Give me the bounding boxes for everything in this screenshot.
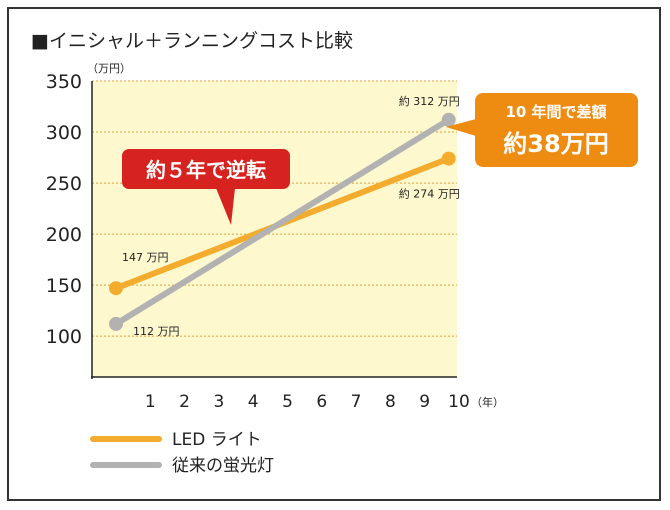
data-point-led: [441, 151, 456, 166]
data-label: 112 万円: [133, 325, 180, 338]
legend-label-fluorescent: 従来の蛍光灯: [172, 456, 274, 476]
x-tick-label: 2: [179, 392, 190, 412]
callout-box: [122, 149, 290, 189]
x-tick-label: 3: [213, 392, 224, 412]
callout-text: 10 年間で差額: [505, 103, 606, 121]
y-tick-label: 350: [46, 71, 82, 93]
y-tick-label: 250: [46, 173, 82, 195]
chart-frame: ■イニシャル＋ランニングコスト比較 （万円） 100 150 200 250 300 35…: [7, 7, 661, 501]
callout-text: 約５年で逆転: [146, 158, 266, 182]
x-tick-label: 10: [448, 392, 470, 412]
data-label: 147 万円: [122, 251, 169, 264]
x-tick-label: 8: [385, 392, 396, 412]
series-line-fluorescent: [113, 116, 452, 327]
callout-pointer: [216, 188, 235, 225]
legend-label-led: LED ライト: [172, 430, 262, 450]
axes: [91, 81, 457, 379]
y-tick-label: 200: [46, 224, 82, 246]
chart-title: ■イニシャル＋ランニングコスト比較: [31, 30, 353, 52]
cost-comparison-chart: ■イニシャル＋ランニングコスト比較 （万円） 10015020025030035…: [31, 30, 638, 476]
data-point-fluorescent: [441, 112, 456, 127]
data-label: 約 274 万円: [399, 187, 460, 201]
y-tick-label: 100: [46, 326, 82, 348]
callout-text: 約38万円: [503, 130, 608, 158]
y-tick-label: 150: [46, 275, 82, 297]
data-label: 約 312 万円: [399, 94, 460, 108]
data-point-led: [109, 281, 123, 296]
y-tick-labels: 100 150 200 250 300 350: [46, 71, 82, 348]
x-tick-labels: 1 2 3 4 5 6 7 8 9 10: [145, 392, 470, 412]
series-lines: 147 万円 112 万円 約 274 万円約 312 万円: [109, 94, 460, 338]
x-axis-unit: （年）: [471, 395, 504, 409]
y-tick-label: 300: [46, 122, 82, 144]
x-tick-label: 5: [282, 392, 293, 412]
crossover-callout: 約５年で逆転: [122, 149, 290, 225]
x-tick-label: 1: [145, 392, 156, 412]
x-tick-label: 7: [351, 392, 362, 412]
x-tick-label: 6: [316, 392, 327, 412]
x-tick-label: 4: [248, 392, 259, 412]
y-axis-unit: （万円）: [87, 62, 131, 75]
callout-pointer: [446, 119, 476, 136]
callout-box: [475, 93, 638, 167]
x-tick-label: 9: [419, 392, 430, 412]
data-point-fluorescent: [109, 316, 123, 331]
